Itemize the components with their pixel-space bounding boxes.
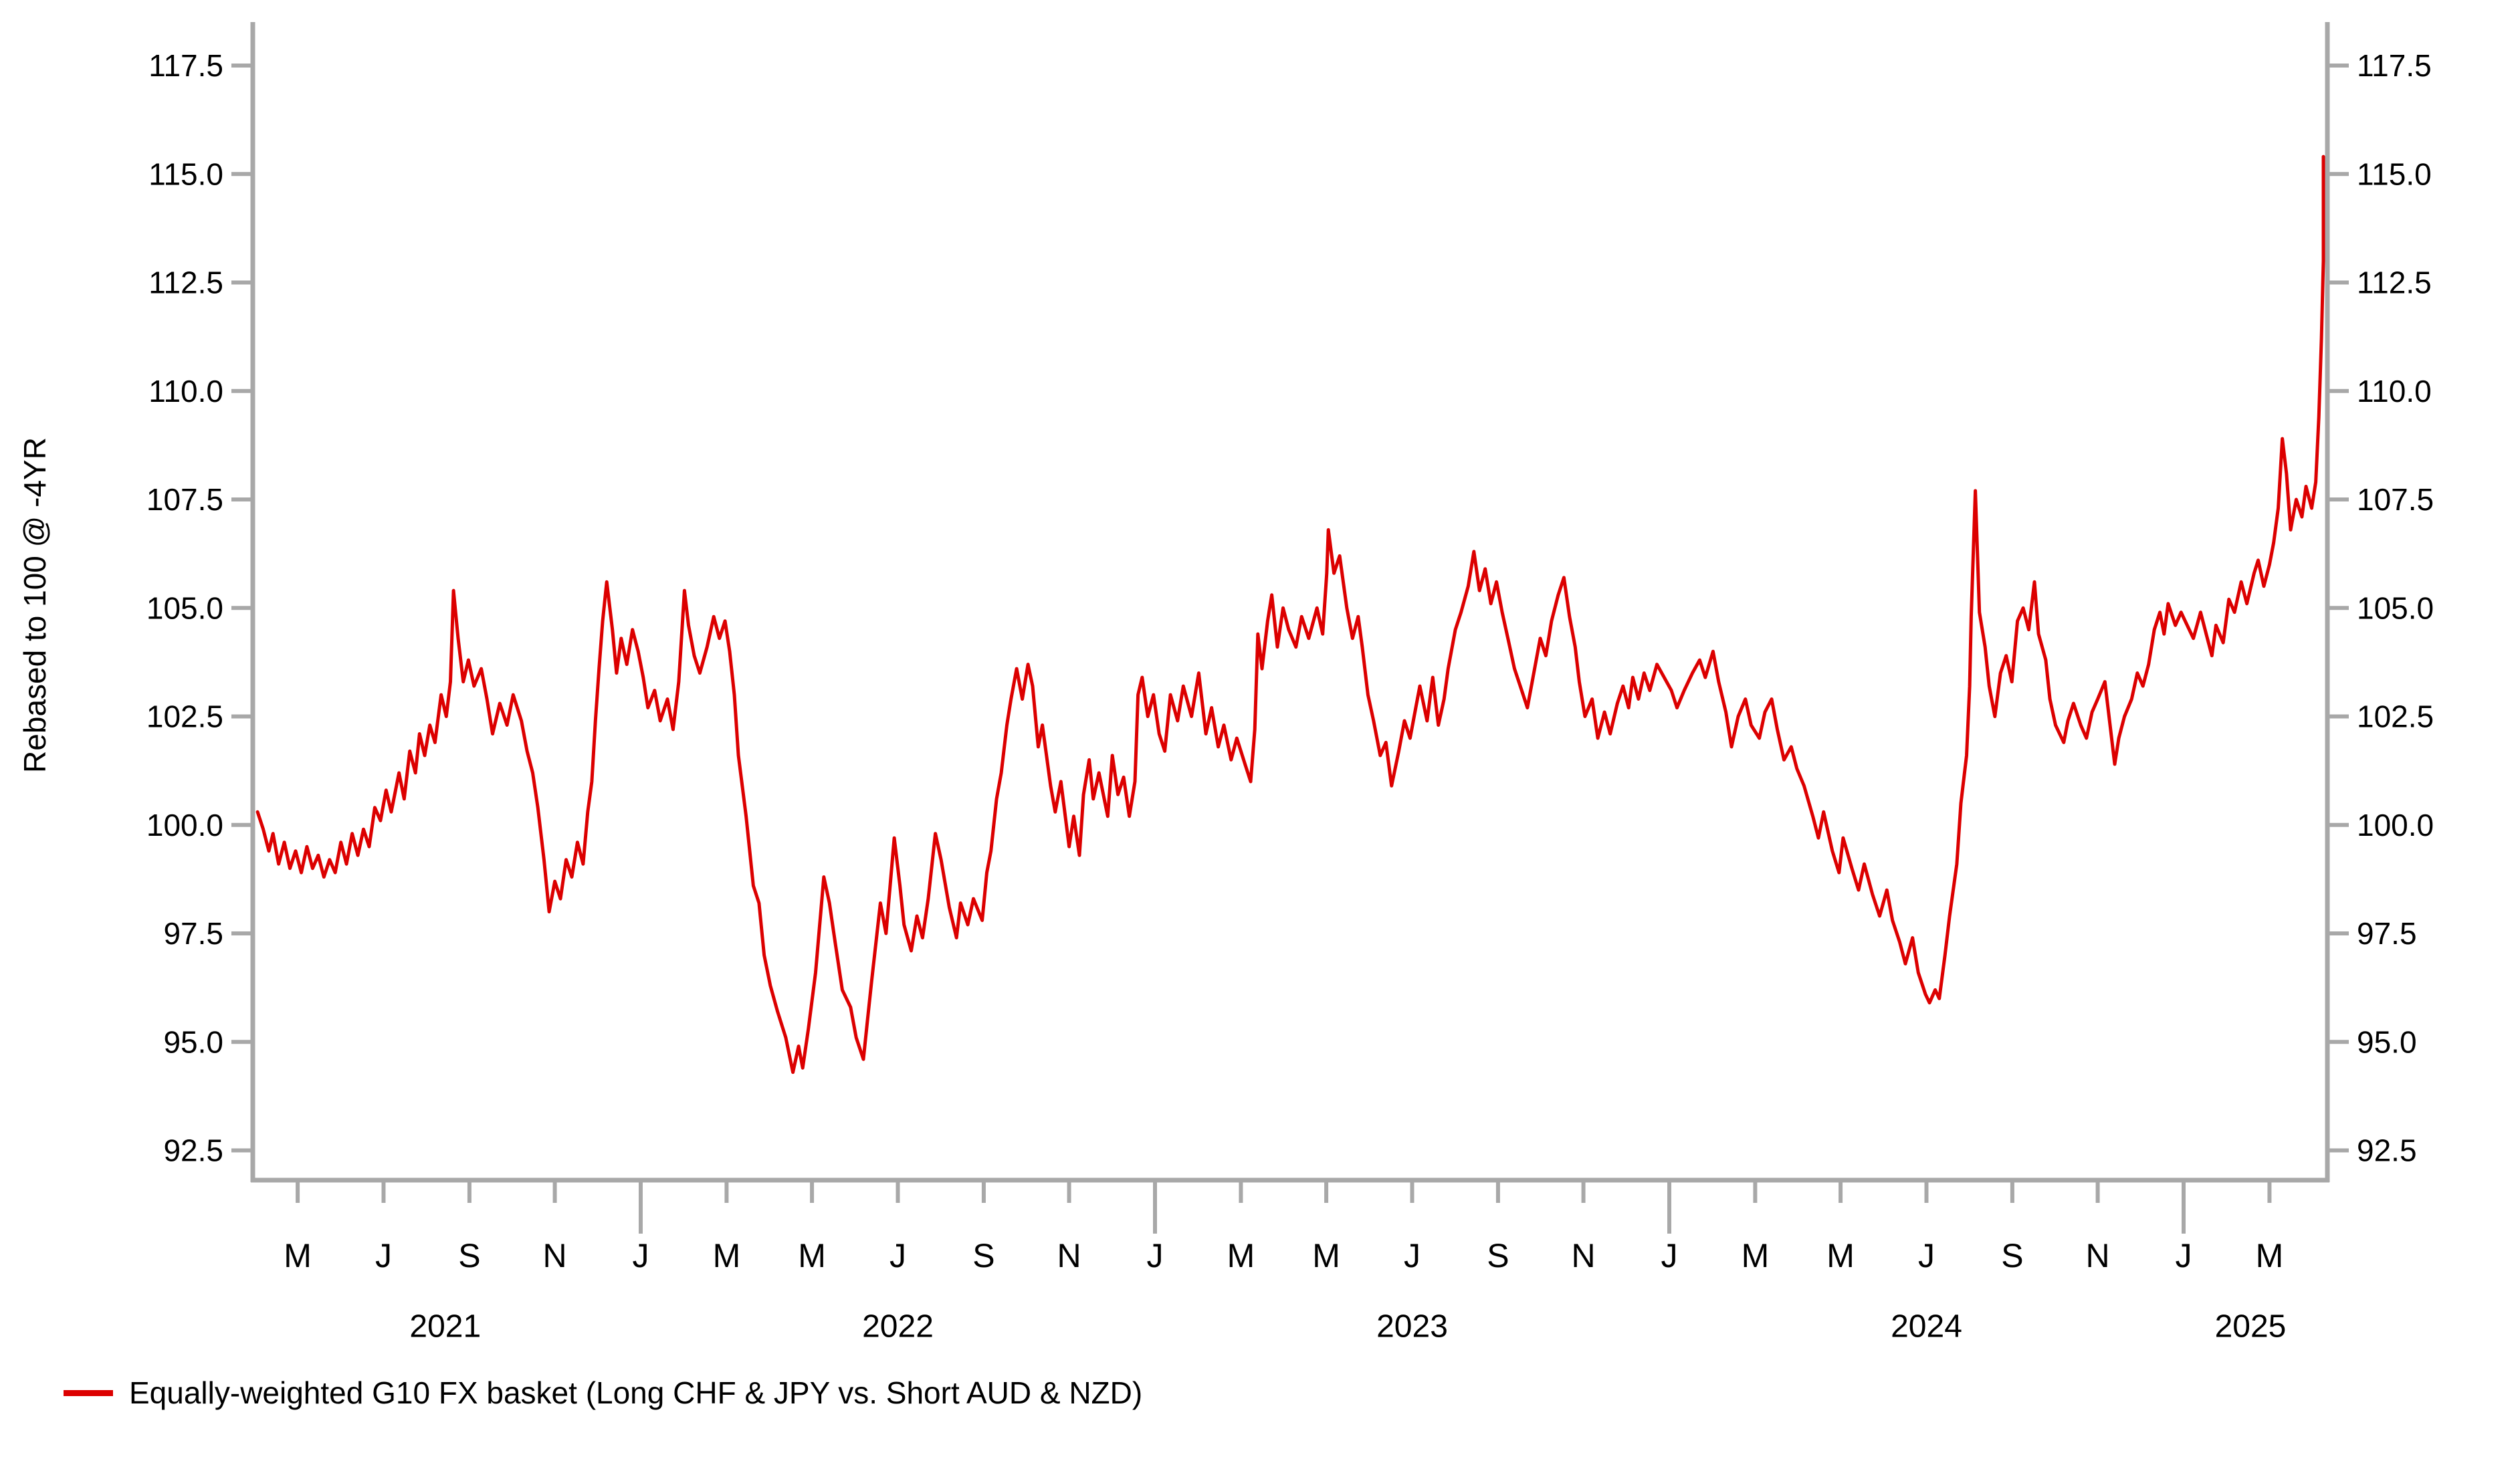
y-tick-label-left: 100.0 (146, 808, 223, 842)
legend: Equally-weighted G10 FX basket (Long CHF… (64, 1375, 1142, 1411)
x-month-label: S (1487, 1237, 1509, 1274)
y-tick-label-right: 115.0 (2357, 156, 2432, 191)
y-tick-label-right: 117.5 (2357, 48, 2432, 83)
x-year-label: 2023 (1376, 1309, 1448, 1345)
x-month-label: J (1147, 1237, 1164, 1274)
y-tick-label-left: 107.5 (146, 482, 223, 517)
x-month-label: S (2001, 1237, 2023, 1274)
y-tick-label-right: 112.5 (2357, 265, 2432, 300)
x-year-label: 2021 (409, 1309, 481, 1345)
y-tick-label-right: 110.0 (2357, 374, 2432, 409)
y-tick-label-right: 95.0 (2357, 1024, 2417, 1059)
x-month-label: N (1057, 1237, 1081, 1274)
x-month-label: N (2086, 1237, 2110, 1274)
y-tick-label-right: 107.5 (2357, 482, 2434, 517)
y-tick-label-left: 110.0 (148, 374, 223, 409)
x-month-label: J (1661, 1237, 1678, 1274)
x-month-label: J (1404, 1237, 1421, 1274)
series-line (255, 154, 2325, 1074)
x-month-label: J (1918, 1237, 1935, 1274)
x-month-label: J (889, 1237, 906, 1274)
x-month-label: J (2176, 1237, 2192, 1274)
y-tick-label-left: 105.0 (146, 590, 223, 625)
legend-line-swatch (64, 1389, 113, 1396)
x-month-label: M (713, 1237, 741, 1274)
y-tick-label-right: 97.5 (2357, 916, 2417, 951)
y-tick-label-right: 105.0 (2357, 590, 2434, 625)
x-month-label: M (798, 1237, 826, 1274)
y-tick-label-right: 92.5 (2357, 1133, 2417, 1168)
x-month-label: M (284, 1237, 312, 1274)
x-month-label: M (1742, 1237, 1770, 1274)
x-month-label: N (543, 1237, 567, 1274)
y-tick-label-left: 115.0 (148, 156, 223, 191)
y-axis-title: Rebased to 100 @ -4YR (17, 437, 52, 773)
x-month-label: S (972, 1237, 994, 1274)
x-year-label: 2024 (1891, 1309, 1962, 1345)
x-month-label: N (1572, 1237, 1596, 1274)
x-year-label: 2022 (862, 1309, 934, 1345)
x-month-label: M (1826, 1237, 1855, 1274)
y-tick-label-left: 97.5 (163, 916, 223, 951)
x-month-label: M (1312, 1237, 1340, 1274)
x-month-label: M (2256, 1237, 2284, 1274)
x-month-label: S (458, 1237, 480, 1274)
x-month-label: J (375, 1237, 392, 1274)
y-tick-label-left: 95.0 (163, 1024, 223, 1059)
y-tick-label-left: 112.5 (148, 265, 223, 300)
y-tick-label-right: 102.5 (2357, 699, 2434, 734)
y-tick-label-left: 102.5 (146, 699, 223, 734)
y-tick-label-right: 100.0 (2357, 808, 2434, 842)
legend-label: Equally-weighted G10 FX basket (Long CHF… (129, 1375, 1143, 1410)
y-tick-label-left: 92.5 (163, 1133, 223, 1168)
x-year-label: 2025 (2215, 1309, 2287, 1345)
x-month-label: J (633, 1237, 649, 1274)
x-month-label: M (1227, 1237, 1255, 1274)
y-tick-label-left: 117.5 (148, 48, 223, 83)
